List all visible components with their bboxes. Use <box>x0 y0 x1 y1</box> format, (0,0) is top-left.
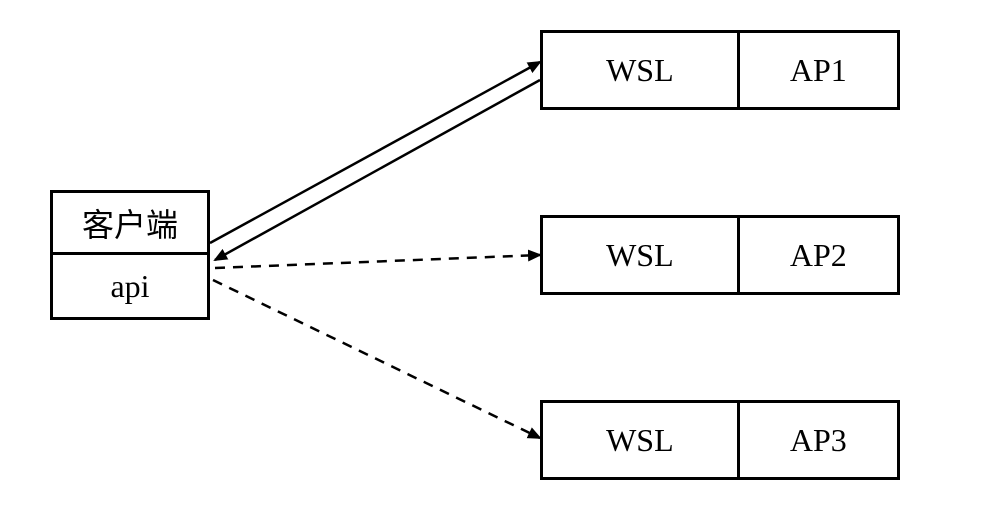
server-node-0: WSL AP1 <box>540 30 900 110</box>
server-1-wsl-label: WSL <box>543 218 740 292</box>
edge-client-to-server2 <box>213 280 540 438</box>
edge-client-to-server0 <box>210 62 540 243</box>
edge-client-to-server1 <box>215 255 540 268</box>
server-node-1: WSL AP2 <box>540 215 900 295</box>
server-node-2: WSL AP3 <box>540 400 900 480</box>
client-label-bottom: api <box>53 255 207 317</box>
server-2-wsl-label: WSL <box>543 403 740 477</box>
server-0-wsl-label: WSL <box>543 33 740 107</box>
server-1-ap-label: AP2 <box>740 218 897 292</box>
client-node: 客户端 api <box>50 190 210 320</box>
server-2-ap-label: AP3 <box>740 403 897 477</box>
server-0-ap-label: AP1 <box>740 33 897 107</box>
edge-server0-to-client <box>215 80 540 260</box>
client-label-top: 客户端 <box>53 193 207 255</box>
